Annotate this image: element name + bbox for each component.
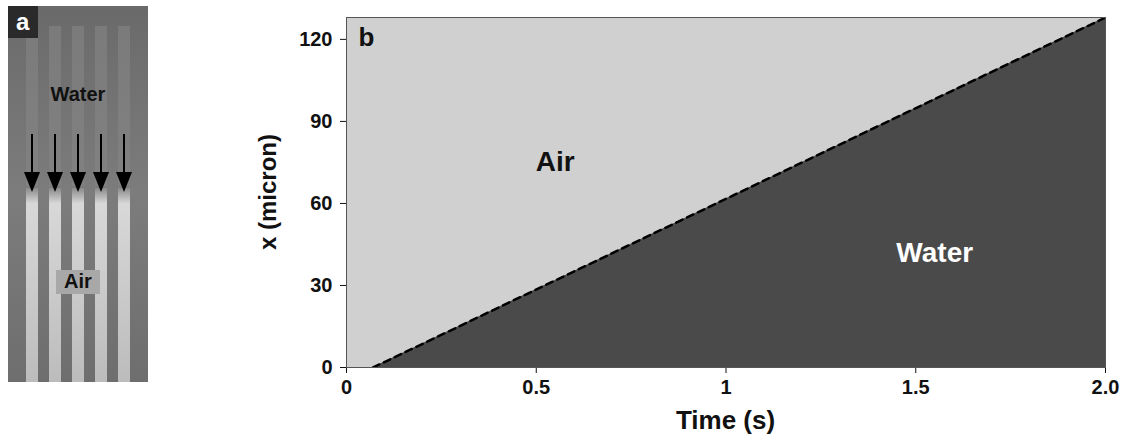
svg-text:x (micron): x (micron) <box>254 134 281 250</box>
svg-text:0: 0 <box>341 376 352 398</box>
svg-text:0: 0 <box>321 356 332 378</box>
svg-text:Time (s): Time (s) <box>676 405 775 435</box>
svg-text:90: 90 <box>310 110 332 132</box>
svg-text:30: 30 <box>310 274 332 296</box>
svg-text:120: 120 <box>299 28 332 50</box>
svg-text:Air: Air <box>64 270 92 292</box>
svg-text:Water: Water <box>51 83 106 105</box>
svg-text:1.5: 1.5 <box>902 376 930 398</box>
svg-text:b: b <box>359 22 375 52</box>
svg-text:0.5: 0.5 <box>522 376 550 398</box>
svg-text:Air: Air <box>536 146 575 177</box>
svg-text:a: a <box>16 8 30 35</box>
svg-text:1: 1 <box>720 376 731 398</box>
svg-text:Water: Water <box>896 237 973 268</box>
svg-text:2.0: 2.0 <box>1092 376 1120 398</box>
svg-text:60: 60 <box>310 192 332 214</box>
